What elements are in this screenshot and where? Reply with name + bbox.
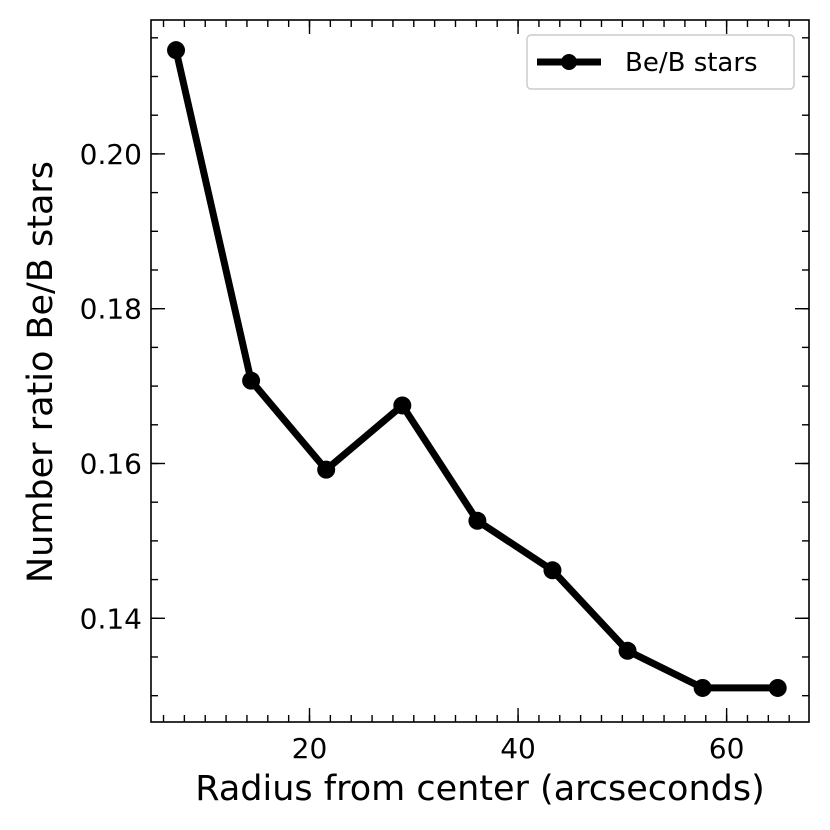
data-point <box>618 641 637 660</box>
y-tick-label: 0.14 <box>80 602 142 635</box>
major-ticks <box>151 20 809 722</box>
x-tick-label: 60 <box>709 732 745 765</box>
tick-labels: 20 40 60 0.14 0.16 0.18 0.20 <box>80 138 745 765</box>
data-point <box>242 371 261 390</box>
data-point <box>167 41 186 60</box>
legend: Be/B stars <box>526 34 795 90</box>
y-tick-label: 0.18 <box>80 293 142 326</box>
data-point <box>693 678 712 697</box>
series-layer <box>167 41 787 697</box>
plot-frame <box>150 19 810 723</box>
legend-box <box>526 34 795 90</box>
x-tick-label: 40 <box>500 732 536 765</box>
data-point <box>393 396 412 415</box>
data-point <box>468 511 487 530</box>
data-point <box>768 678 787 697</box>
legend-label: Be/B stars <box>625 48 758 78</box>
x-tick-label: 20 <box>292 732 328 765</box>
data-point <box>543 561 562 580</box>
data-point <box>317 460 336 479</box>
series-line <box>172 46 782 692</box>
y-tick-label: 0.16 <box>80 447 142 480</box>
y-tick-label: 0.20 <box>80 138 142 171</box>
x-axis-label: Radius from center (arcseconds) <box>195 769 764 809</box>
legend-marker <box>561 54 577 70</box>
y-axis-label: Number ratio Be/B stars <box>21 161 61 583</box>
